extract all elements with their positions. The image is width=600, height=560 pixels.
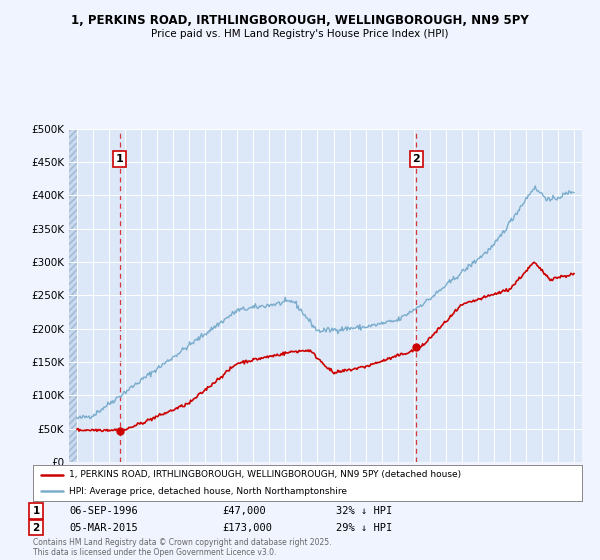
Text: 32% ↓ HPI: 32% ↓ HPI: [336, 506, 392, 516]
Text: £47,000: £47,000: [222, 506, 266, 516]
Text: 29% ↓ HPI: 29% ↓ HPI: [336, 522, 392, 533]
Text: 1, PERKINS ROAD, IRTHLINGBOROUGH, WELLINGBOROUGH, NN9 5PY (detached house): 1, PERKINS ROAD, IRTHLINGBOROUGH, WELLIN…: [68, 470, 461, 479]
Text: HPI: Average price, detached house, North Northamptonshire: HPI: Average price, detached house, Nort…: [68, 487, 347, 496]
Text: 1: 1: [32, 506, 40, 516]
Text: 2: 2: [413, 154, 420, 164]
Text: 05-MAR-2015: 05-MAR-2015: [69, 522, 138, 533]
Text: 06-SEP-1996: 06-SEP-1996: [69, 506, 138, 516]
Text: 2: 2: [32, 522, 40, 533]
Text: Contains HM Land Registry data © Crown copyright and database right 2025.
This d: Contains HM Land Registry data © Crown c…: [33, 538, 331, 557]
Bar: [69, 129, 77, 462]
Text: £173,000: £173,000: [222, 522, 272, 533]
Text: 1, PERKINS ROAD, IRTHLINGBOROUGH, WELLINGBOROUGH, NN9 5PY: 1, PERKINS ROAD, IRTHLINGBOROUGH, WELLIN…: [71, 14, 529, 27]
Text: Price paid vs. HM Land Registry's House Price Index (HPI): Price paid vs. HM Land Registry's House …: [151, 29, 449, 39]
Text: 1: 1: [116, 154, 124, 164]
